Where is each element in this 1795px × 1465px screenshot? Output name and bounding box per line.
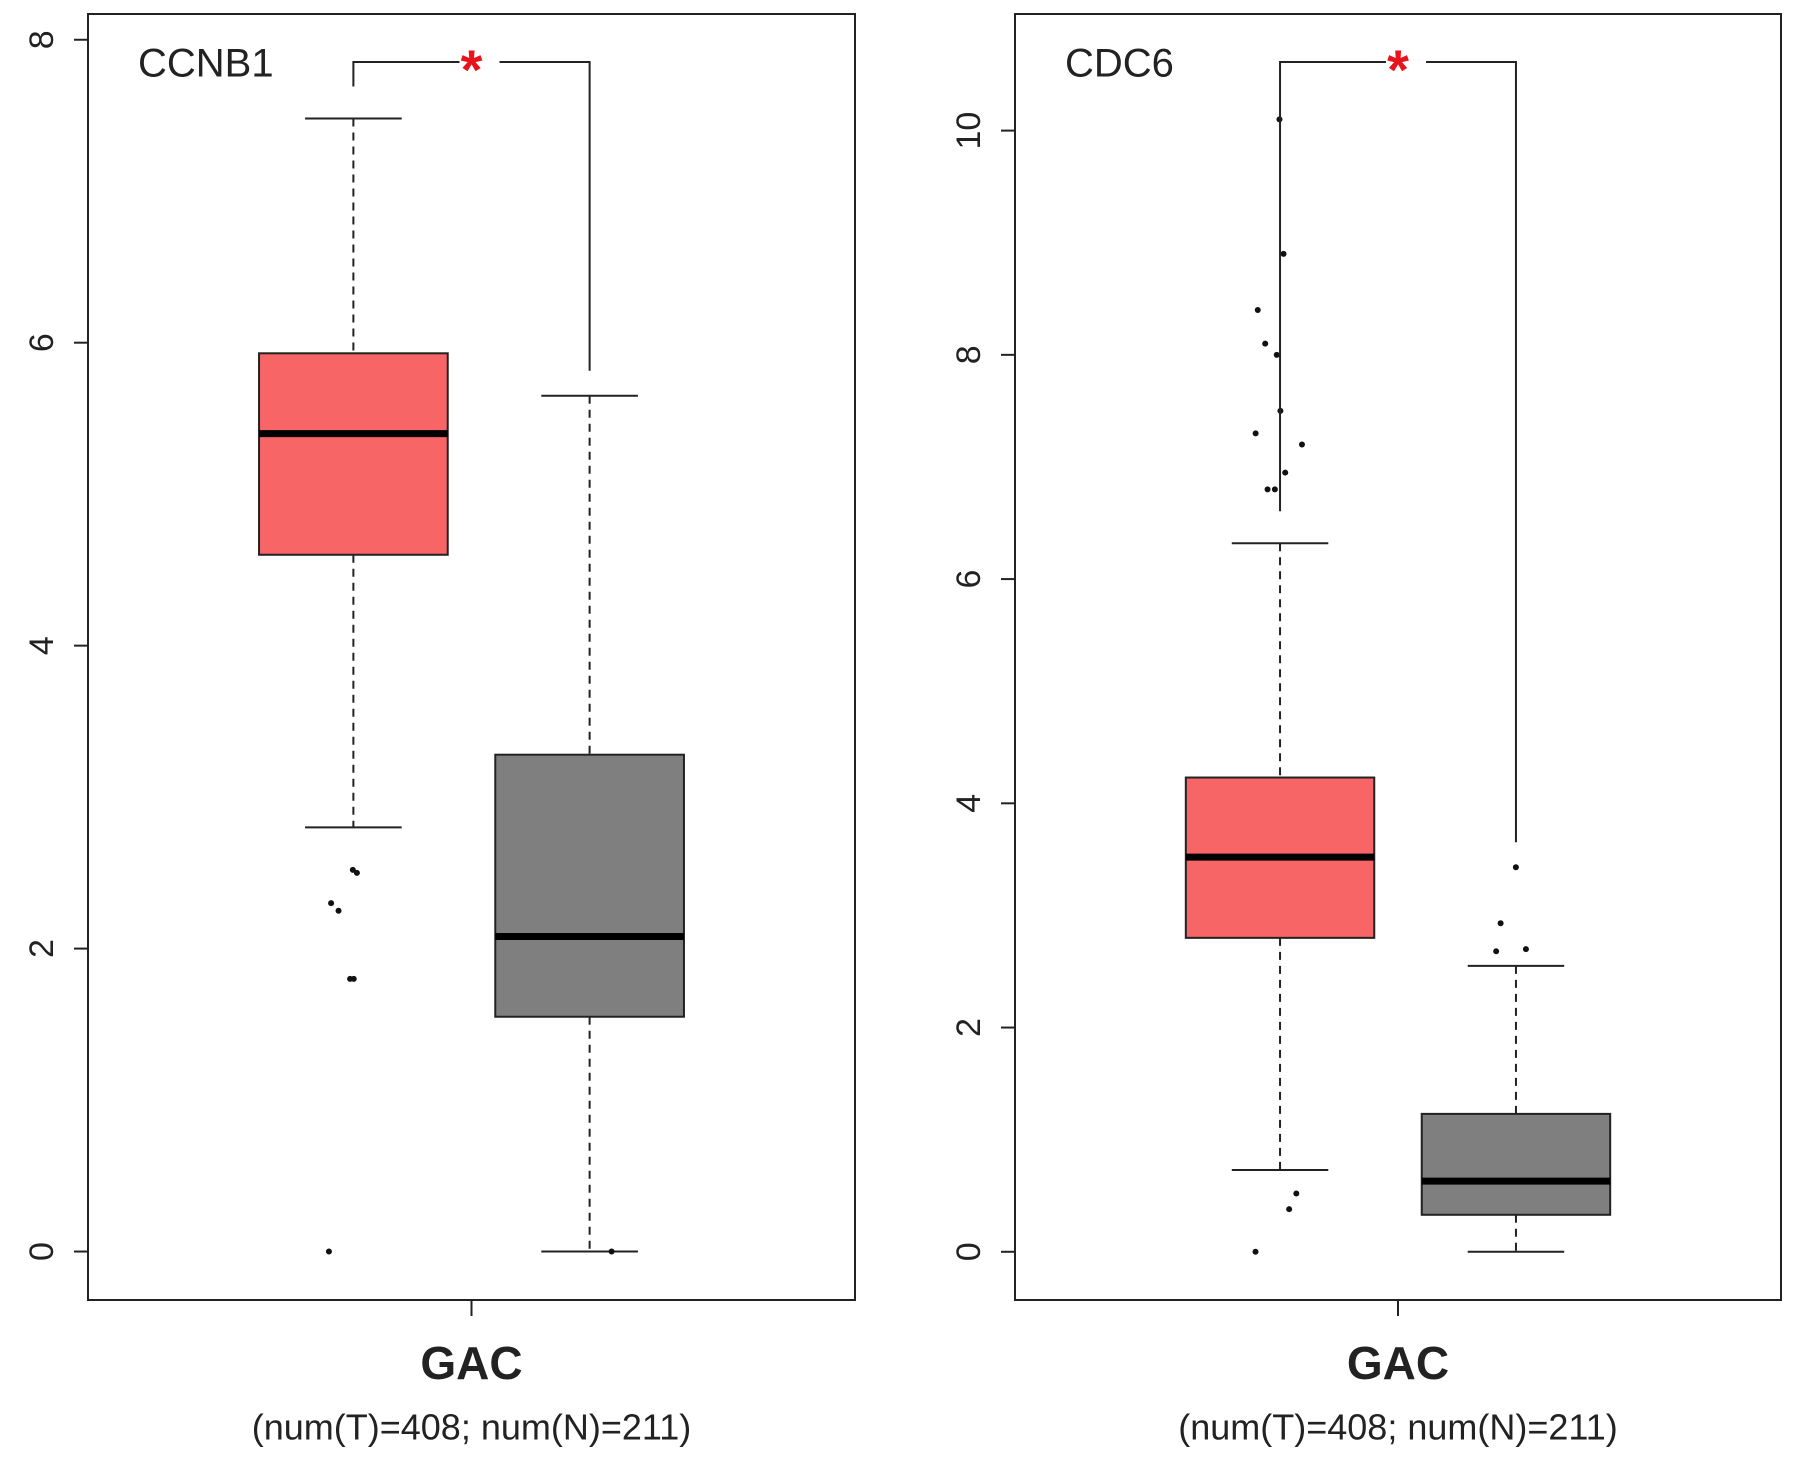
x-axis-label: GAC xyxy=(420,1337,522,1389)
outlier xyxy=(1280,250,1287,257)
outlier xyxy=(325,1248,332,1255)
plot-frame xyxy=(1014,13,1782,1301)
box xyxy=(258,352,449,556)
subtitle: (num(T)=408; num(N)=211) xyxy=(252,1407,692,1448)
outlier xyxy=(1252,1248,1259,1255)
y-tick-label: 10 xyxy=(950,112,988,150)
chart-title: CDC6 xyxy=(1065,42,1174,86)
significance-bracket xyxy=(1279,61,1517,843)
outlier xyxy=(1497,920,1504,927)
y-tick-label: 2 xyxy=(23,939,61,958)
outlier xyxy=(1522,946,1529,953)
subtitle: (num(T)=408; num(N)=211) xyxy=(1178,1407,1618,1448)
box xyxy=(1420,1112,1612,1216)
x-axis-label: GAC xyxy=(1347,1337,1449,1389)
y-tick-label: 0 xyxy=(950,1242,988,1261)
significance-mark: * xyxy=(461,38,483,101)
y-tick-label: 8 xyxy=(950,345,988,364)
significance-mark: * xyxy=(1387,38,1409,101)
outlier xyxy=(1298,441,1305,448)
outlier xyxy=(1271,486,1278,493)
plot-frame xyxy=(87,13,856,1301)
outlier xyxy=(350,975,357,982)
outlier xyxy=(328,900,335,907)
chart-title: CCNB1 xyxy=(138,42,274,86)
outlier xyxy=(1264,486,1271,493)
y-tick-label: 4 xyxy=(950,794,988,813)
y-tick-label: 2 xyxy=(950,1018,988,1037)
outlier xyxy=(1252,430,1259,437)
y-tick-label: 4 xyxy=(23,636,61,655)
y-tick-label: 6 xyxy=(950,570,988,589)
significance-bracket xyxy=(352,61,591,371)
outlier xyxy=(1273,351,1280,358)
box xyxy=(494,753,685,1018)
outlier xyxy=(353,869,360,876)
y-tick-label: 8 xyxy=(23,30,61,49)
outlier xyxy=(1286,1206,1293,1213)
outlier xyxy=(608,1248,615,1255)
outlier xyxy=(1293,1190,1300,1197)
y-tick-label: 6 xyxy=(23,333,61,352)
outlier xyxy=(1254,306,1261,313)
y-tick-label: 0 xyxy=(23,1242,61,1261)
outlier xyxy=(335,907,342,914)
outlier xyxy=(1512,864,1519,871)
outlier xyxy=(1262,340,1269,347)
outlier xyxy=(1493,948,1500,955)
outlier xyxy=(1282,469,1289,476)
